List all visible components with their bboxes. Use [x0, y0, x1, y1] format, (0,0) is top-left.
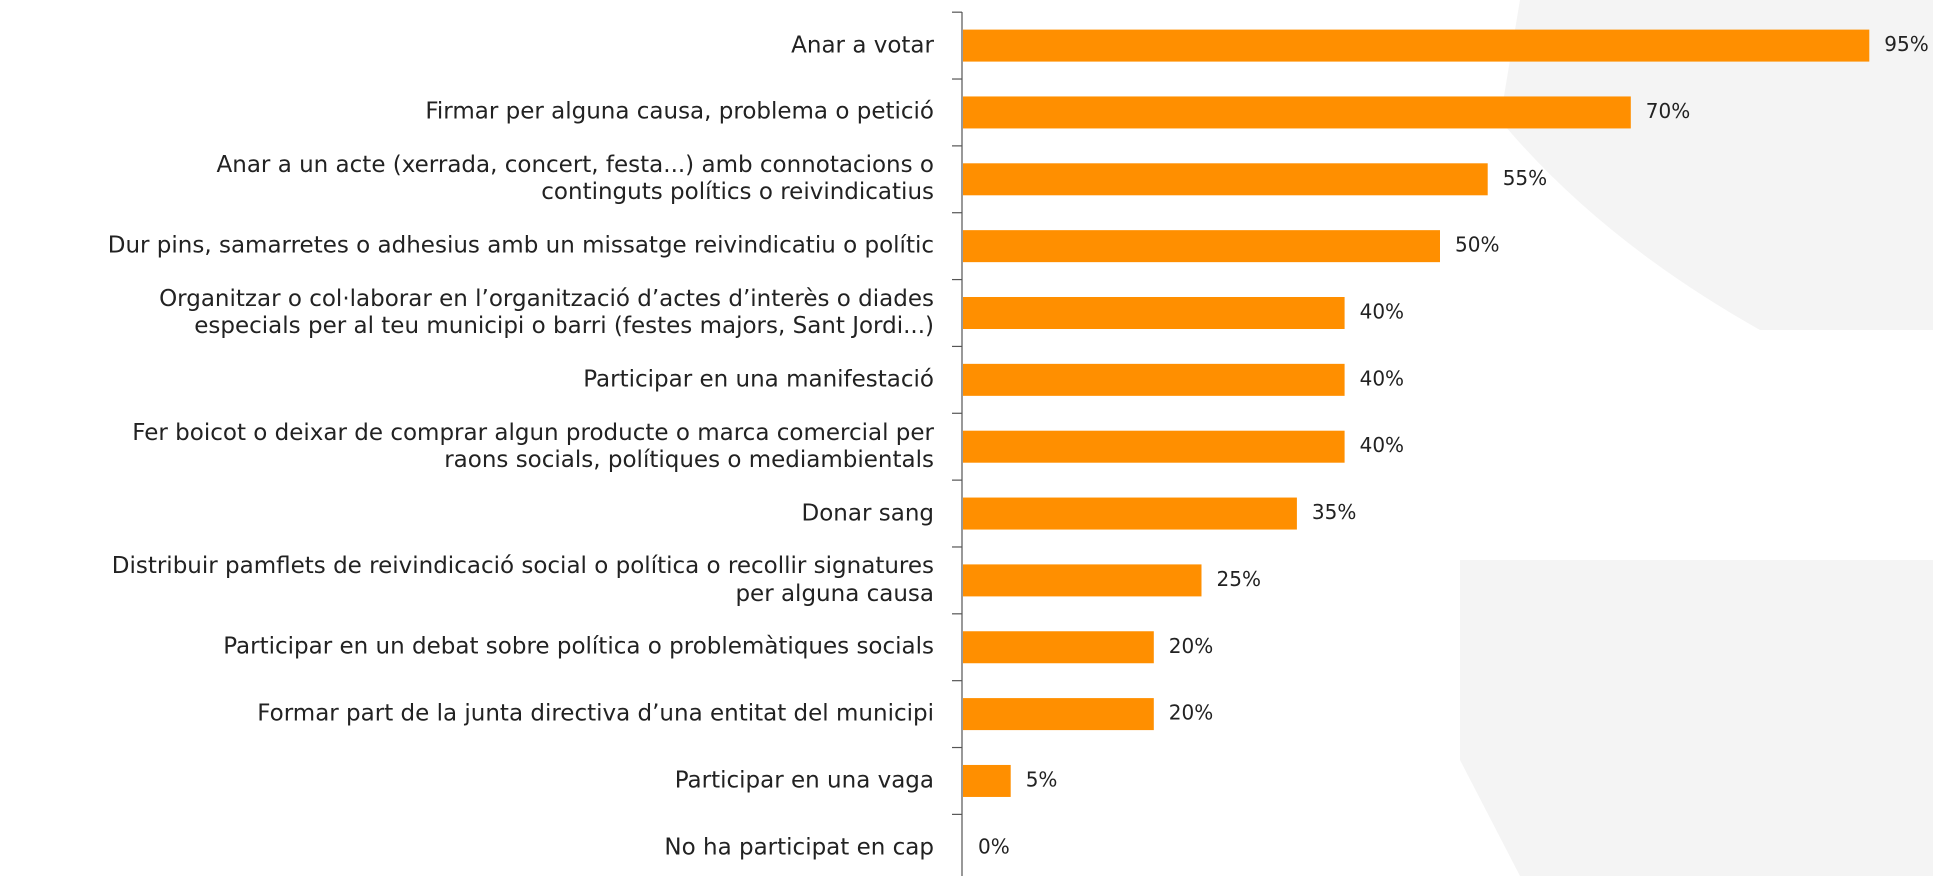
watermark: [1460, 0, 1933, 876]
category-label: Dur pins, samarretes o adhesius amb un m…: [107, 232, 934, 259]
value-label: 55%: [1503, 166, 1547, 190]
bar: [963, 430, 1345, 463]
bar: [963, 698, 1154, 731]
value-label: 40%: [1360, 300, 1404, 324]
bar: [963, 631, 1154, 664]
category-label: Firmar per alguna causa, problema o peti…: [425, 98, 934, 125]
bar: [963, 96, 1631, 129]
category-label: Organitzar o col·laborar en l’organitzac…: [159, 285, 934, 339]
bar: [963, 29, 1870, 62]
value-label: 20%: [1169, 701, 1213, 725]
value-label: 95%: [1884, 32, 1928, 56]
value-label: 40%: [1360, 433, 1404, 457]
value-label: 20%: [1169, 634, 1213, 658]
category-label: Anar a un acte (xerrada, concert, festa.…: [216, 152, 934, 206]
bar: [963, 497, 1297, 530]
value-label: 25%: [1217, 567, 1261, 591]
category-label: No ha participat en cap: [664, 834, 934, 861]
bar: [963, 363, 1345, 396]
category-label: Donar sang: [801, 499, 934, 526]
category-label: Fer boicot o deixar de comprar algun pro…: [132, 419, 934, 473]
bar: [963, 564, 1202, 597]
value-label: 0%: [978, 834, 1010, 858]
value-label: 70%: [1646, 99, 1690, 123]
category-label: Anar a votar: [791, 32, 934, 59]
bar: [963, 764, 1011, 797]
category-label: Participar en una manifestació: [583, 366, 934, 393]
bar: [963, 230, 1440, 263]
category-label: Formar part de la junta directiva d’una …: [257, 700, 934, 727]
bar: [963, 163, 1488, 196]
value-label: 35%: [1312, 500, 1356, 524]
category-label: Distribuir pamflets de reivindicació soc…: [111, 553, 934, 607]
value-label: 50%: [1455, 233, 1499, 257]
category-label: Participar en una vaga: [674, 767, 934, 794]
value-label: 5%: [1026, 767, 1058, 791]
value-label: 40%: [1360, 366, 1404, 390]
bar: [963, 297, 1345, 329]
category-label: Participar en un debat sobre política o …: [223, 633, 934, 660]
